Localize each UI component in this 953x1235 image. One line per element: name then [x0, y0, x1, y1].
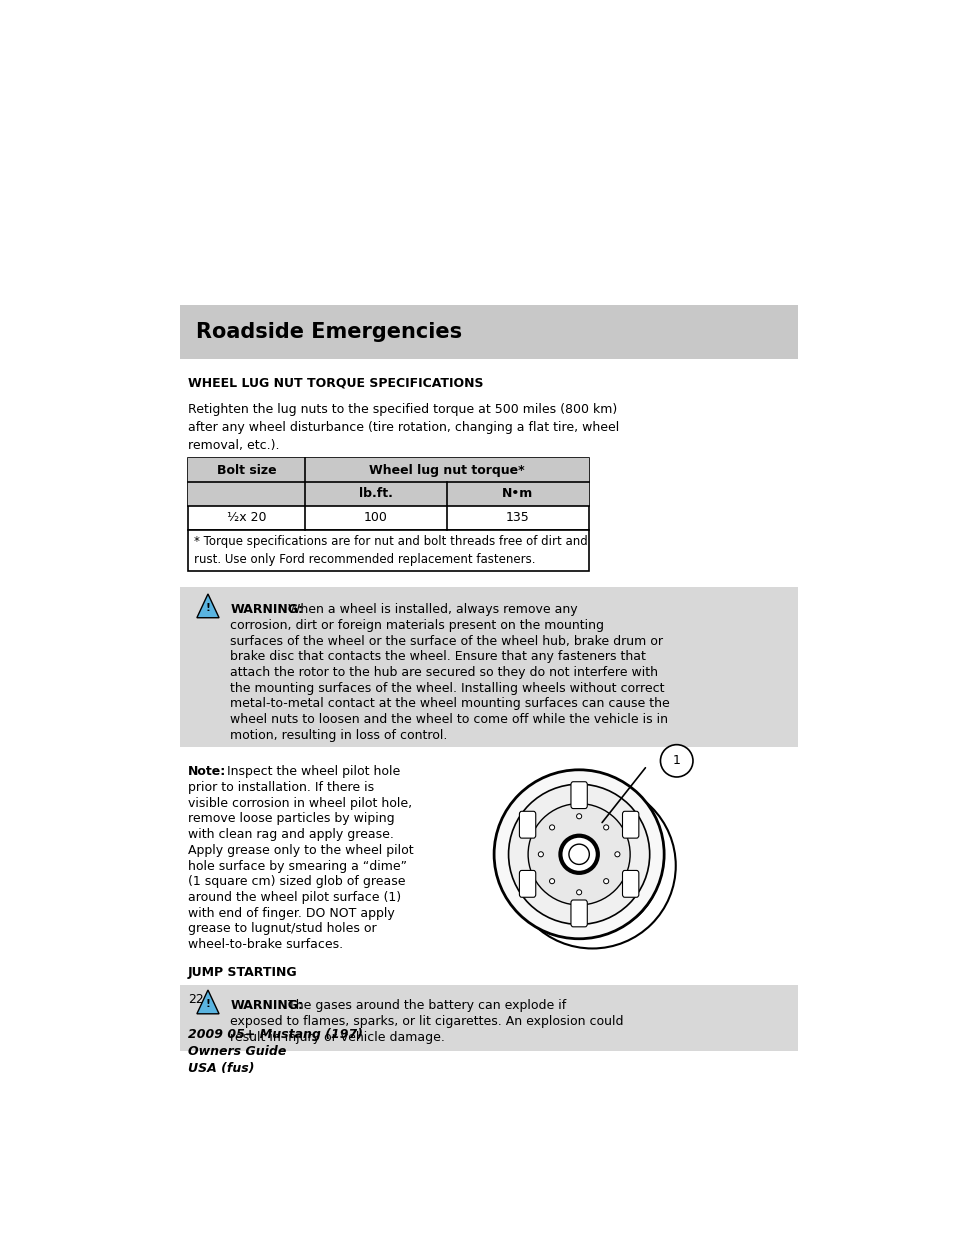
Text: result in injury or vehicle damage.: result in injury or vehicle damage. [230, 1031, 444, 1044]
Text: 2009 05+ Mustang (197): 2009 05+ Mustang (197) [188, 1028, 363, 1041]
Text: around the wheel pilot surface (1): around the wheel pilot surface (1) [188, 890, 400, 904]
FancyBboxPatch shape [180, 984, 797, 1051]
Ellipse shape [559, 836, 598, 873]
Polygon shape [196, 594, 219, 618]
Text: Note:: Note: [188, 766, 226, 778]
Ellipse shape [576, 814, 581, 819]
Ellipse shape [603, 825, 608, 830]
Text: Apply grease only to the wheel pilot: Apply grease only to the wheel pilot [188, 844, 414, 857]
Text: Wheel lug nut torque*: Wheel lug nut torque* [369, 463, 524, 477]
FancyBboxPatch shape [622, 811, 639, 839]
Ellipse shape [549, 825, 554, 830]
Text: The gases around the battery can explode if: The gases around the battery can explode… [284, 999, 566, 1013]
Text: motion, resulting in loss of control.: motion, resulting in loss of control. [230, 729, 447, 742]
Text: hole surface by smearing a “dime”: hole surface by smearing a “dime” [188, 860, 407, 873]
Ellipse shape [549, 878, 554, 884]
Text: remove loose particles by wiping: remove loose particles by wiping [188, 813, 395, 825]
FancyBboxPatch shape [188, 530, 588, 572]
Text: 220: 220 [188, 993, 212, 1005]
Text: brake disc that contacts the wheel. Ensure that any fasteners that: brake disc that contacts the wheel. Ensu… [230, 651, 645, 663]
Text: wheel-to-brake surfaces.: wheel-to-brake surfaces. [188, 939, 343, 951]
Ellipse shape [494, 769, 663, 939]
Text: * Torque specifications are for nut and bolt threads free of dirt and
rust. Use : * Torque specifications are for nut and … [193, 535, 587, 566]
Text: Retighten the lug nuts to the specified torque at 500 miles (800 km)
after any w: Retighten the lug nuts to the specified … [188, 403, 618, 452]
Text: 135: 135 [505, 511, 529, 524]
FancyBboxPatch shape [188, 458, 588, 530]
Text: Bolt size: Bolt size [216, 463, 276, 477]
Text: Inspect the wheel pilot hole: Inspect the wheel pilot hole [223, 766, 400, 778]
FancyBboxPatch shape [180, 305, 797, 359]
Text: ½x 20: ½x 20 [227, 511, 266, 524]
Ellipse shape [528, 804, 630, 905]
Ellipse shape [603, 878, 608, 884]
Text: WHEEL LUG NUT TORQUE SPECIFICATIONS: WHEEL LUG NUT TORQUE SPECIFICATIONS [188, 377, 483, 389]
FancyBboxPatch shape [188, 458, 588, 482]
Ellipse shape [508, 784, 649, 924]
Text: JUMP STARTING: JUMP STARTING [188, 966, 297, 978]
Text: USA (fus): USA (fus) [188, 1062, 254, 1074]
Ellipse shape [568, 845, 589, 864]
Text: Roadside Emergencies: Roadside Emergencies [196, 322, 462, 342]
Text: When a wheel is installed, always remove any: When a wheel is installed, always remove… [284, 603, 578, 616]
Text: with clean rag and apply grease.: with clean rag and apply grease. [188, 829, 394, 841]
Text: (1 square cm) sized glob of grease: (1 square cm) sized glob of grease [188, 876, 405, 888]
FancyBboxPatch shape [518, 811, 536, 839]
FancyBboxPatch shape [518, 871, 536, 898]
Text: lb.ft.: lb.ft. [358, 488, 393, 500]
Ellipse shape [614, 852, 619, 857]
Text: visible corrosion in wheel pilot hole,: visible corrosion in wheel pilot hole, [188, 797, 412, 810]
Ellipse shape [524, 798, 659, 934]
Ellipse shape [576, 889, 581, 895]
Text: !: ! [205, 999, 211, 1009]
FancyBboxPatch shape [180, 587, 797, 747]
Text: N•m: N•m [501, 488, 533, 500]
Text: WARNING:: WARNING: [230, 603, 303, 616]
Text: exposed to flames, sparks, or lit cigarettes. An explosion could: exposed to flames, sparks, or lit cigare… [230, 1015, 623, 1028]
Text: attach the rotor to the hub are secured so they do not interfere with: attach the rotor to the hub are secured … [230, 666, 658, 679]
Text: with end of finger. DO NOT apply: with end of finger. DO NOT apply [188, 906, 395, 920]
FancyBboxPatch shape [570, 900, 587, 926]
Text: 1: 1 [672, 755, 679, 767]
Ellipse shape [509, 783, 675, 948]
Text: wheel nuts to loosen and the wheel to come off while the vehicle is in: wheel nuts to loosen and the wheel to co… [230, 713, 667, 726]
Text: 100: 100 [363, 511, 387, 524]
Ellipse shape [537, 852, 543, 857]
Text: corrosion, dirt or foreign materials present on the mounting: corrosion, dirt or foreign materials pre… [230, 619, 603, 632]
Text: prior to installation. If there is: prior to installation. If there is [188, 781, 374, 794]
FancyBboxPatch shape [570, 782, 587, 809]
FancyBboxPatch shape [188, 482, 588, 506]
Ellipse shape [659, 745, 692, 777]
FancyBboxPatch shape [622, 871, 639, 898]
Text: surfaces of the wheel or the surface of the wheel hub, brake drum or: surfaces of the wheel or the surface of … [230, 635, 662, 647]
Polygon shape [196, 990, 219, 1014]
Text: Owners Guide: Owners Guide [188, 1045, 286, 1058]
Text: !: ! [205, 603, 211, 613]
Text: WARNING:: WARNING: [230, 999, 303, 1013]
Text: the mounting surfaces of the wheel. Installing wheels without correct: the mounting surfaces of the wheel. Inst… [230, 682, 664, 695]
Text: metal-to-metal contact at the wheel mounting surfaces can cause the: metal-to-metal contact at the wheel moun… [230, 698, 669, 710]
Text: grease to lugnut/stud holes or: grease to lugnut/stud holes or [188, 923, 376, 935]
